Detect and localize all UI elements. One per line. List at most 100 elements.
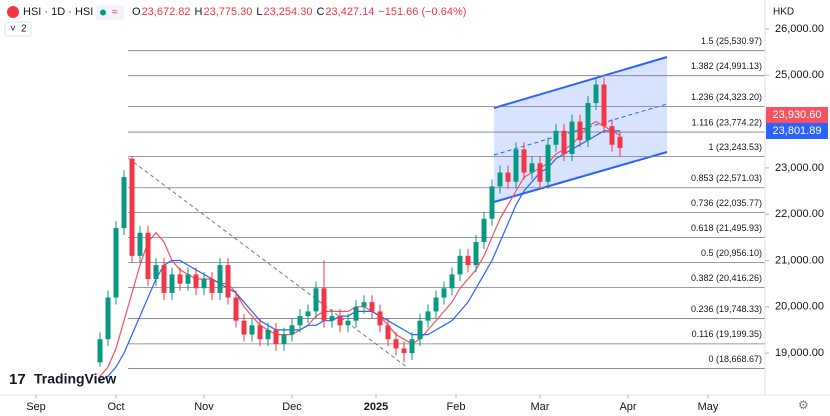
x-tick-label: Sep xyxy=(26,401,46,413)
y-tick-label: 25,000.00 xyxy=(775,69,824,81)
plot-area xyxy=(97,50,765,382)
x-tick-label: 2025 xyxy=(364,401,388,413)
price-tag-label: 23,930.60 xyxy=(773,109,822,121)
candle-body xyxy=(609,126,615,145)
fib-label: 1.116 (23,774.22) xyxy=(692,117,762,127)
ohlc-key: O xyxy=(132,6,141,18)
ohlc-key: L xyxy=(256,6,262,18)
candle-body xyxy=(361,302,367,307)
fib-label: 1.382 (24,991.13) xyxy=(691,61,762,71)
candle-body xyxy=(105,297,111,340)
candle-body xyxy=(169,274,175,293)
candle-body xyxy=(489,186,495,219)
candle-body xyxy=(209,279,215,293)
channel-mid xyxy=(493,103,668,156)
x-tick-label: Oct xyxy=(107,401,124,413)
fib-label: 0.853 (22,571.03) xyxy=(691,173,762,183)
ohlc-value: 23,427.14 xyxy=(325,6,374,18)
candle-body xyxy=(545,144,551,182)
candle-body xyxy=(505,172,511,182)
y-tick-label: 22,000.00 xyxy=(775,208,824,220)
y-tick-label: 19,000.00 xyxy=(775,347,824,359)
price-tag-label: 23,801.89 xyxy=(773,125,822,137)
settings-icon[interactable]: ⚙ xyxy=(798,398,809,412)
candle-body xyxy=(233,297,239,321)
candle-body xyxy=(393,339,399,349)
candle-body xyxy=(561,130,567,154)
candle-body xyxy=(481,218,487,242)
chevron: ˅ xyxy=(10,24,16,35)
compare-button[interactable] xyxy=(96,5,124,20)
candle-body xyxy=(273,329,279,344)
y-tick-label: 20,000.00 xyxy=(775,301,824,313)
candle-body xyxy=(593,84,599,104)
candle-body xyxy=(257,325,263,340)
candle-body xyxy=(617,136,623,149)
candle-body xyxy=(329,316,335,321)
candle-body xyxy=(497,172,503,187)
fib-label: 0 (18,668.67) xyxy=(708,354,762,364)
logo: 17 TradingView xyxy=(9,371,116,388)
ohlc-values: O 23,672.82 H 23,775.30 L 23,254.30 C 23,427.14… xyxy=(132,6,466,18)
currency: HKD xyxy=(773,7,794,18)
ohlc-value: 23,775.30 xyxy=(203,6,252,18)
candle-body xyxy=(201,279,207,289)
candle-body xyxy=(529,163,535,173)
symbol[interactable]: HSI · 1D · HSI xyxy=(23,6,93,18)
legend-header: HSI · 1D · HSI ≈ O 23,672.82 H 23,775.30 L 23… xyxy=(4,5,466,37)
y-tick-label: 23,000.00 xyxy=(775,162,824,174)
status-icon: ≈ xyxy=(112,7,118,18)
candle-body xyxy=(321,288,327,321)
candle-body xyxy=(145,232,151,280)
fib-label: 0.736 (22,035.77) xyxy=(691,198,762,208)
candle-body xyxy=(473,241,479,266)
candle-body xyxy=(521,149,527,173)
candle-body xyxy=(385,325,391,340)
candle-body xyxy=(305,311,311,317)
ohlc-key: H xyxy=(195,6,203,18)
candle-body xyxy=(241,320,247,335)
candle-body xyxy=(353,306,359,321)
x-tick-label: Mar xyxy=(531,401,550,413)
candle-body xyxy=(409,339,415,354)
x-tick-label: May xyxy=(698,401,719,413)
indicators-toggle[interactable] xyxy=(4,21,32,37)
y-tick-label: 21,000.00 xyxy=(775,254,824,266)
price-tag xyxy=(766,123,828,139)
candle-body xyxy=(585,103,591,141)
symbol-icon xyxy=(7,6,19,18)
candle-body xyxy=(177,274,183,284)
candle-body xyxy=(161,265,167,293)
candle-body xyxy=(369,302,375,312)
fib-label: 0.382 (20,416.26) xyxy=(691,273,762,283)
candle-body xyxy=(113,228,119,298)
candle-body xyxy=(337,316,343,326)
candle-body xyxy=(313,288,319,312)
candle-body xyxy=(513,149,519,182)
fib-label: 1.5 (25,530.97) xyxy=(701,36,762,46)
candle-body xyxy=(217,265,223,293)
ohlc-key: C xyxy=(316,6,324,18)
candle-body xyxy=(569,121,575,154)
fib-label: 0.236 (19,748.33) xyxy=(691,304,762,314)
candle-body xyxy=(441,288,447,298)
fib-label: 0.116 (19,199.35) xyxy=(692,329,762,339)
candle-body xyxy=(577,121,583,141)
candle-body xyxy=(185,274,191,284)
candle-body xyxy=(601,84,607,127)
candle-body xyxy=(249,325,255,335)
candle-body xyxy=(153,265,159,280)
fib-label: 1.236 (24,323.20) xyxy=(691,92,762,102)
candle-body xyxy=(289,325,295,335)
x-tick-label: Feb xyxy=(447,401,466,413)
candle-body xyxy=(425,311,431,321)
candle-body xyxy=(377,311,383,326)
ohlc-value: 23,254.30 xyxy=(264,6,313,18)
candle-body xyxy=(449,274,455,289)
x-tick-label: Apr xyxy=(619,401,636,413)
status-dot xyxy=(100,9,106,16)
channel-top xyxy=(493,56,668,109)
candle-body xyxy=(137,232,143,256)
